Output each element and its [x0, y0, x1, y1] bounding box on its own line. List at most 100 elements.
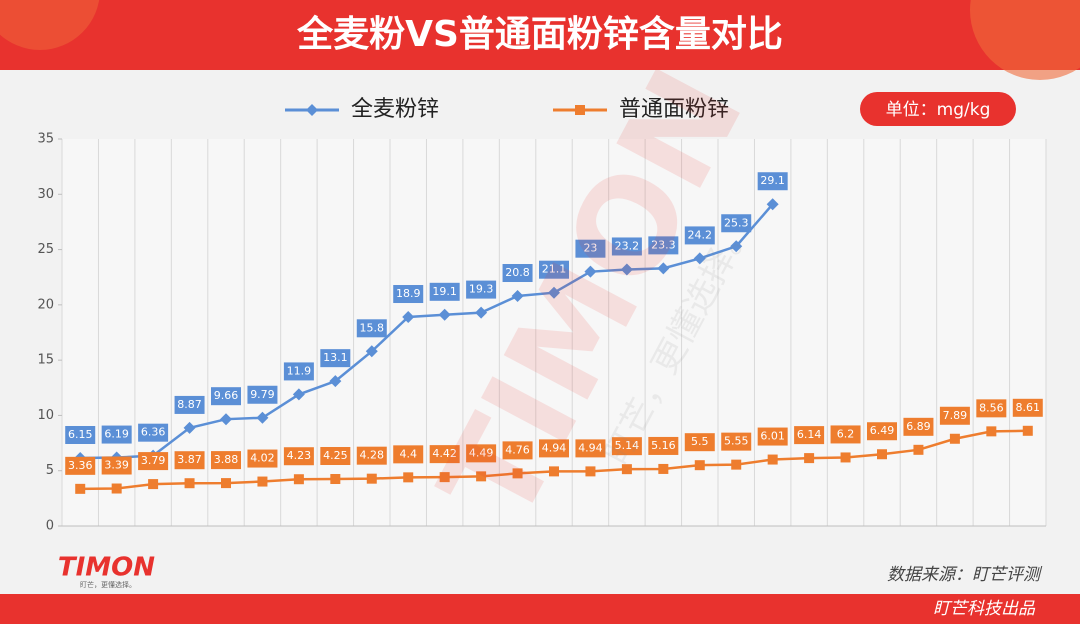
value-label-bg — [611, 237, 642, 256]
y-tick-label: 30 — [37, 187, 54, 202]
y-tick-label: 20 — [37, 297, 54, 312]
legend-label: 普通面粉锌 — [619, 97, 729, 122]
marker — [694, 460, 705, 471]
marker — [306, 104, 318, 116]
value-label-bg — [466, 444, 497, 463]
value-label-bg — [65, 425, 96, 444]
value-label-bg — [393, 445, 424, 464]
marker — [402, 311, 415, 324]
value-label-bg — [976, 399, 1007, 418]
value-label: 19.3 — [469, 283, 494, 296]
marker — [75, 483, 86, 494]
y-tick-label: 10 — [37, 408, 54, 423]
value-label-bg — [283, 362, 314, 381]
value-label-bg — [757, 427, 788, 446]
marker — [767, 454, 778, 465]
marker — [575, 105, 585, 115]
value-label-bg — [575, 439, 606, 458]
value-label: 3.88 — [214, 453, 239, 466]
value-label: 19.1 — [432, 285, 457, 298]
value-label: 5.55 — [724, 435, 749, 448]
marker — [111, 483, 122, 494]
logo-slogan: 盯芒，更懂选择。 — [80, 580, 136, 589]
value-label: 4.76 — [505, 443, 530, 456]
marker — [986, 426, 997, 437]
value-label: 25.3 — [724, 216, 749, 229]
marker — [511, 290, 524, 303]
value-label: 8.87 — [177, 398, 202, 411]
marker — [257, 476, 268, 487]
value-label-bg — [539, 260, 569, 279]
value-label-bg — [247, 385, 278, 404]
value-label: 4.28 — [360, 449, 385, 462]
marker — [621, 464, 632, 475]
value-label-bg — [247, 449, 278, 468]
marker — [148, 479, 159, 490]
y-tick-label: 15 — [37, 353, 54, 368]
value-label-bg — [393, 285, 424, 304]
credit: 盯芒科技出品 — [933, 599, 1036, 619]
value-label: 3.79 — [141, 454, 166, 467]
marker — [877, 449, 887, 460]
value-label: 8.61 — [1016, 401, 1041, 414]
value-label-bg — [939, 406, 970, 425]
value-label-bg — [211, 451, 241, 470]
marker — [730, 240, 743, 253]
marker — [184, 478, 195, 489]
marker — [620, 263, 633, 276]
value-label-bg — [575, 239, 606, 258]
value-label: 9.79 — [250, 388, 275, 401]
value-label-bg — [320, 447, 351, 466]
value-label-bg — [648, 236, 679, 255]
decor — [0, 0, 100, 50]
marker — [366, 473, 377, 484]
value-label: 3.87 — [177, 453, 202, 466]
value-label-bg — [65, 456, 96, 475]
value-label: 5.5 — [691, 435, 709, 448]
value-label: 4.94 — [578, 441, 603, 454]
marker — [221, 478, 231, 489]
value-label: 4.25 — [323, 449, 348, 462]
value-label-bg — [903, 417, 934, 436]
marker — [840, 452, 851, 463]
unit-label: 单位：mg/kg — [886, 100, 991, 120]
value-label-bg — [356, 319, 387, 338]
marker — [292, 388, 305, 401]
value-label: 4.4 — [399, 447, 417, 460]
value-label: 6.89 — [906, 420, 931, 433]
marker — [693, 252, 706, 265]
value-label: 3.39 — [104, 459, 129, 472]
value-label-bg — [211, 387, 241, 406]
value-label: 6.14 — [797, 428, 822, 441]
value-label-bg — [101, 425, 132, 444]
logo-text: TIMON — [58, 553, 155, 583]
value-label: 20.8 — [505, 266, 530, 279]
value-label: 23.3 — [651, 238, 676, 251]
value-label: 23 — [583, 242, 597, 255]
value-label: 15.8 — [360, 321, 385, 334]
marker — [183, 421, 196, 434]
chart-title: 全麦粉VS普通面粉锌含量对比 — [296, 13, 783, 55]
y-tick-label: 25 — [37, 242, 54, 257]
value-label-bg — [174, 451, 205, 470]
value-label: 6.49 — [870, 424, 895, 437]
marker — [549, 466, 559, 477]
value-label-bg — [356, 446, 387, 465]
value-label: 24.2 — [688, 228, 713, 241]
value-label-bg — [174, 395, 205, 414]
marker — [439, 472, 450, 483]
legend-label: 全麦粉锌 — [351, 97, 439, 122]
value-label: 6.01 — [760, 430, 785, 443]
marker — [512, 468, 523, 479]
value-label: 4.49 — [469, 446, 494, 459]
y-tick-label: 35 — [37, 132, 54, 147]
value-label: 6.36 — [141, 426, 166, 439]
marker — [548, 286, 560, 299]
value-label-bg — [1012, 398, 1043, 417]
value-label-bg — [721, 432, 752, 451]
marker — [913, 444, 924, 455]
value-label-bg — [757, 172, 788, 191]
value-label-bg — [466, 280, 497, 299]
value-label-bg — [684, 226, 715, 245]
marker — [365, 345, 378, 358]
